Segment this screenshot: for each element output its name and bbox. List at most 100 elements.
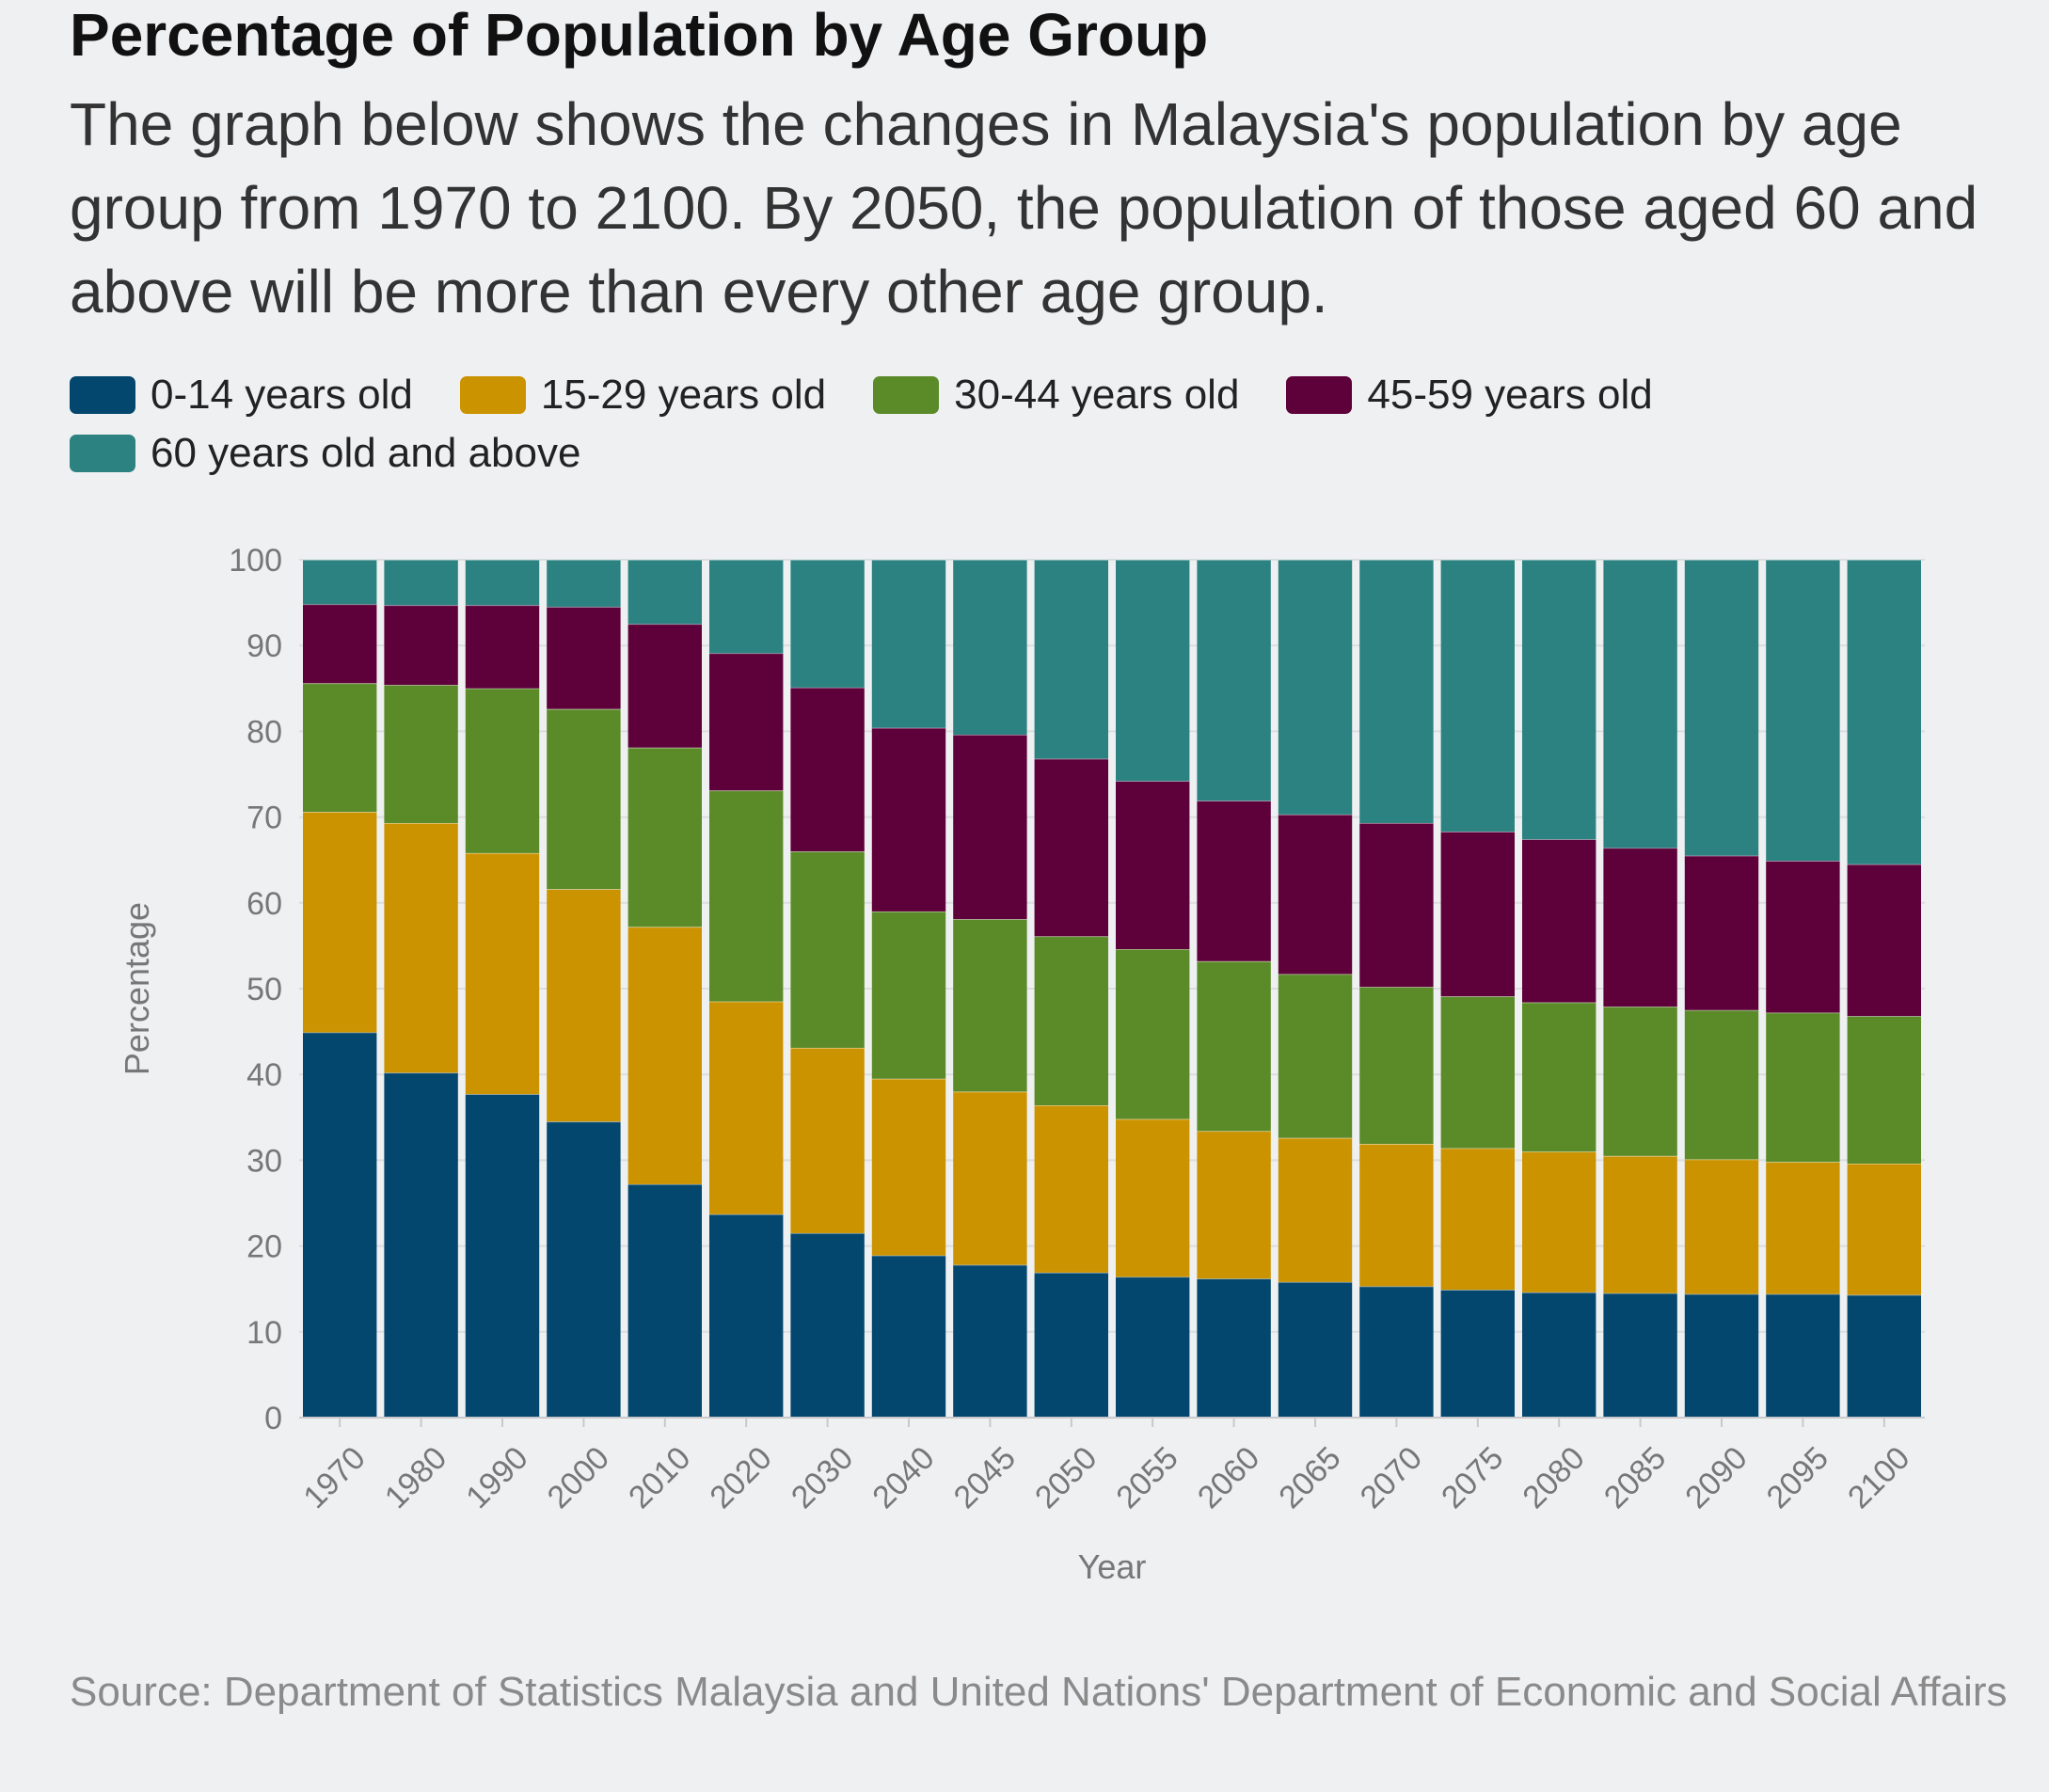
- x-tick-label: 2020: [703, 1440, 778, 1515]
- bar-segment: [1116, 1277, 1190, 1418]
- x-tick-label: 2030: [785, 1440, 860, 1515]
- bar-segment: [627, 747, 702, 928]
- bar-segment: [1440, 1290, 1515, 1418]
- bar-segment: [1766, 861, 1840, 1013]
- x-tick-label: 2050: [1028, 1440, 1104, 1515]
- bar-segment: [1440, 832, 1515, 997]
- y-tick-label: 60: [246, 886, 282, 922]
- x-tick-label: 1980: [378, 1440, 453, 1515]
- bar-segment: [1603, 560, 1677, 848]
- bar-segment: [709, 1001, 784, 1214]
- bar-segment: [1603, 1007, 1677, 1156]
- bar-segment: [790, 687, 865, 852]
- bar-segment: [1034, 1272, 1108, 1418]
- bar-segment: [1603, 848, 1677, 1007]
- legend-item: 30-44 years old: [873, 372, 1239, 418]
- bar-segment: [1847, 864, 1921, 1017]
- x-tick-label: 2060: [1191, 1440, 1266, 1515]
- y-tick-label: 80: [246, 714, 282, 750]
- x-axis-ticks: 1970 1980 1990 2000 2010 2020 2030 2040 2045 2050…: [296, 1417, 1925, 1515]
- y-tick-label: 0: [264, 1401, 282, 1436]
- x-tick-label: 2000: [541, 1440, 616, 1515]
- y-tick-label: 40: [246, 1057, 282, 1093]
- bar-segment: [1766, 1162, 1840, 1294]
- y-tick-label: 50: [246, 972, 282, 1007]
- bar-segment: [1034, 1105, 1108, 1273]
- bar-segment: [465, 688, 540, 853]
- x-tick-label: 2010: [622, 1440, 697, 1515]
- bar-segment: [1034, 936, 1108, 1106]
- bar-segment: [1522, 560, 1596, 840]
- x-tick-label: 2065: [1272, 1440, 1347, 1515]
- bar-segment: [1278, 560, 1353, 815]
- bar-segment: [871, 1255, 946, 1418]
- bar-segment: [709, 560, 784, 654]
- bar-segment: [953, 560, 1027, 736]
- bar-segment: [1278, 1137, 1353, 1282]
- bar-segment: [1684, 855, 1759, 1010]
- legend-item: 45-59 years old: [1286, 372, 1653, 418]
- x-tick-label: 2055: [1109, 1440, 1184, 1515]
- bar-segment: [790, 1232, 865, 1418]
- bar-segment: [465, 605, 540, 689]
- bar-segment: [1034, 560, 1108, 759]
- legend-swatch: [1286, 376, 1353, 414]
- bar-segment: [709, 653, 784, 791]
- bar-segment: [1684, 560, 1759, 856]
- bar-segment: [1522, 839, 1596, 1003]
- bar-segment: [384, 685, 458, 823]
- y-axis-ticks: 0 10 20 30 40 50 60 70 80 90 100: [229, 543, 282, 1436]
- x-tick-label: 1970: [296, 1440, 372, 1515]
- x-tick-label: 2095: [1760, 1440, 1835, 1515]
- bar-segment: [1766, 1293, 1840, 1418]
- bar-segment: [1278, 814, 1353, 975]
- bar-segment: [1522, 1002, 1596, 1152]
- legend-item: 15-29 years old: [459, 372, 826, 418]
- bar-segment: [1847, 1294, 1921, 1418]
- bar-segment: [465, 1094, 540, 1418]
- x-tick-label: 2070: [1354, 1440, 1429, 1515]
- bar-segment: [1359, 1144, 1434, 1287]
- x-tick-label: 2045: [947, 1440, 1023, 1515]
- legend-swatch: [873, 376, 940, 414]
- bar-segment: [1440, 560, 1515, 833]
- y-tick-label: 100: [229, 543, 282, 579]
- legend-swatch: [70, 435, 135, 472]
- y-tick-label: 30: [246, 1143, 282, 1179]
- bar-segment: [1278, 974, 1353, 1138]
- bar-segment: [303, 683, 377, 813]
- legend-label: 0-14 years old: [151, 372, 413, 418]
- grid-lines: [299, 559, 1925, 1419]
- x-tick-label: 2100: [1841, 1440, 1916, 1515]
- bar-segment: [1116, 560, 1190, 782]
- bar-segment: [1359, 987, 1434, 1145]
- bar-segment: [790, 560, 865, 688]
- bar-segment: [384, 1072, 458, 1418]
- bar-segment: [1522, 1151, 1596, 1292]
- bar-segment: [1197, 801, 1271, 961]
- x-tick-label: 2040: [866, 1440, 941, 1515]
- bar-segment: [871, 727, 946, 912]
- bar-segment: [1278, 1281, 1353, 1418]
- bar-segment: [790, 1047, 865, 1233]
- bar-segment: [384, 560, 458, 606]
- legend-swatch: [70, 376, 135, 414]
- y-axis-title: Percentage: [118, 902, 156, 1075]
- bar-segment: [953, 735, 1027, 920]
- bar-segment: [1440, 1148, 1515, 1291]
- bar-segment: [1847, 1164, 1921, 1295]
- bar-segment: [627, 927, 702, 1184]
- bar-segment: [384, 605, 458, 686]
- chart-subtitle: The graph below shows the changes in Mal…: [70, 90, 1978, 325]
- bar-segment: [790, 851, 865, 1048]
- bar-segment: [1522, 1292, 1596, 1418]
- bar-segment: [1197, 1131, 1271, 1279]
- bar-segment: [303, 604, 377, 684]
- x-tick-label: 2075: [1435, 1440, 1510, 1515]
- bar-segment: [627, 624, 702, 748]
- y-tick-label: 90: [246, 628, 282, 664]
- bar-segment: [1116, 781, 1190, 950]
- chart-title: Percentage of Population by Age Group: [70, 1, 1209, 69]
- bar-segment: [1359, 1286, 1434, 1418]
